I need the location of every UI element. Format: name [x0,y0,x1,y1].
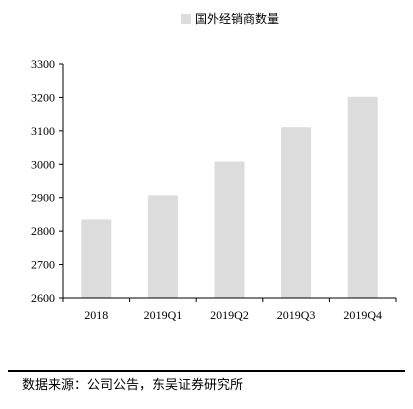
y-tick-label: 2700 [31,258,55,272]
bar [347,96,378,298]
bar [281,127,312,298]
legend-swatch [181,14,191,24]
source-note: 数据来源：公司公告，东吴证券研究所 [22,378,244,393]
x-tick-label: 2018 [84,308,108,322]
bar [81,219,112,298]
x-tick-label: 2019Q3 [277,308,316,322]
y-tick-label: 2900 [31,191,55,205]
source-divider [8,370,405,372]
y-tick-label: 3100 [31,124,55,138]
y-tick-label: 2600 [31,291,55,305]
legend: 国外经销商数量 [181,11,279,27]
bar [147,195,178,298]
bar [214,161,245,298]
y-tick-label: 3000 [31,157,55,171]
y-tick-label: 3300 [31,57,55,71]
x-tick-label: 2019Q2 [210,308,249,322]
x-tick-label: 2019Q4 [343,308,382,322]
y-tick-label: 2800 [31,224,55,238]
legend-label: 国外经销商数量 [195,12,280,26]
y-tick-label: 3200 [31,90,55,104]
x-tick-label: 2019Q1 [144,308,183,322]
